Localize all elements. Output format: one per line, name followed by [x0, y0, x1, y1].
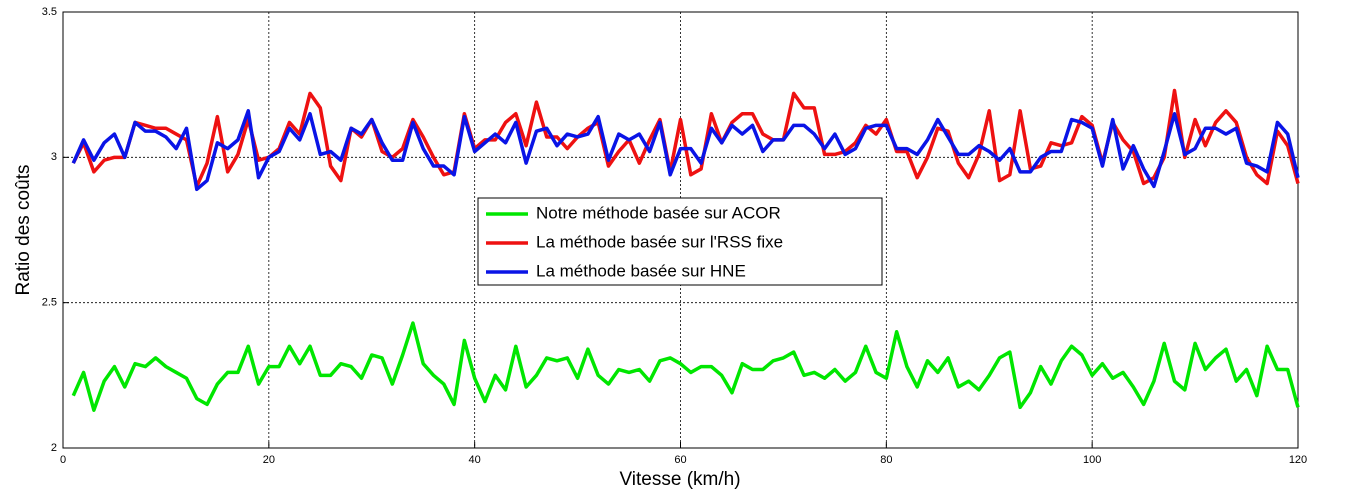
y-tick-label: 2.5	[42, 297, 57, 309]
legend-label: La méthode basée sur HNE	[536, 261, 746, 280]
x-axis-label: Vitesse (km/h)	[619, 469, 740, 490]
x-tick-label: 60	[674, 454, 686, 466]
line-series	[71, 321, 1300, 412]
x-tick-label: 40	[469, 454, 481, 466]
x-tick-label: 20	[263, 454, 275, 466]
x-tick-label: 0	[60, 454, 66, 466]
y-tick-label: 3	[51, 151, 57, 163]
y-tick-label: 3.5	[42, 6, 57, 18]
line-series	[71, 109, 1300, 192]
y-tick-label: 2	[51, 442, 57, 454]
y-axis-label: Ratio des coûts	[13, 165, 34, 296]
legend-box	[477, 197, 883, 286]
x-tick-label: 120	[1289, 454, 1307, 466]
legend-label: Notre méthode basée sur ACOR	[536, 203, 781, 222]
x-tick-label: 80	[880, 454, 892, 466]
plot-frame	[62, 11, 1299, 449]
x-tick-label: 100	[1083, 454, 1101, 466]
legend-label: La méthode basée sur l'RSS fixe	[536, 232, 783, 251]
